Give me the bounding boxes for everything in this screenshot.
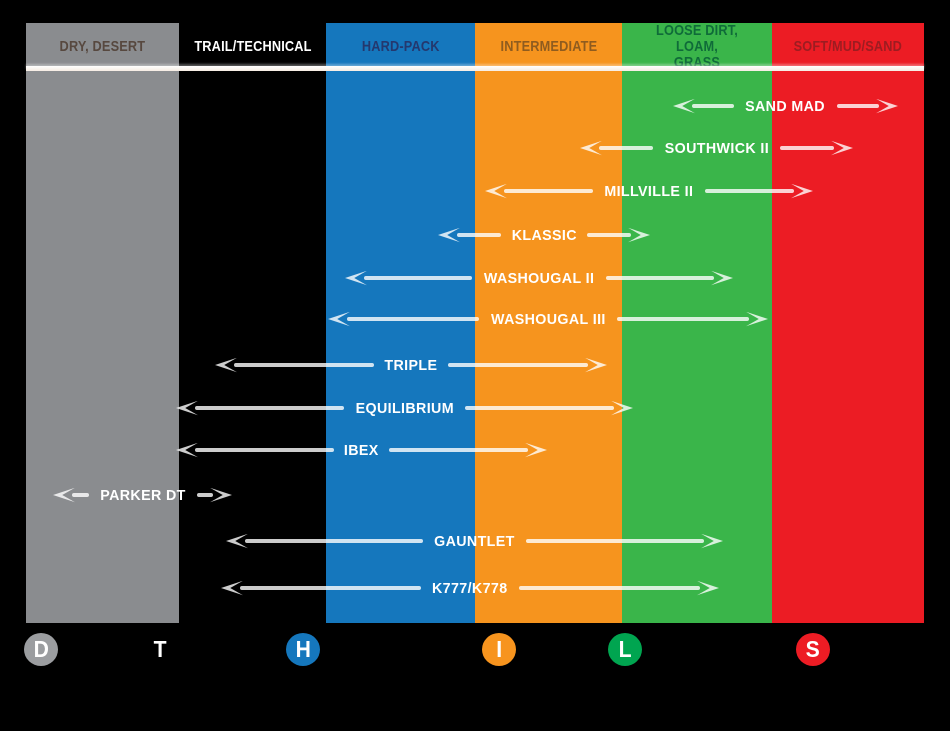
column-header-hard-pack: HARD-PACK (326, 23, 475, 71)
tire-name-label: SAND MAD (745, 97, 826, 115)
arrow-right-icon (628, 227, 651, 243)
arrow-right-icon (697, 580, 719, 596)
tire-name-label: PARKER DT (99, 486, 186, 504)
terrain-badge-l: L (608, 633, 642, 666)
arrow-line (234, 363, 375, 367)
terrain-badge-s: S (796, 633, 830, 666)
column-header-loose-dirt-loam-grass: LOOSE DIRT, LOAM, GRASS (622, 23, 772, 71)
column-header-label: DRY, DESERT (59, 38, 146, 56)
tire-row-gauntlet: GAUNTLET (226, 528, 724, 554)
arrow-line (72, 493, 89, 497)
arrow-line (195, 406, 344, 410)
header-divider-line (26, 66, 924, 71)
badge-letter: T (153, 636, 167, 662)
badge-letter: L (618, 636, 632, 662)
column-header-trail-technical: TRAIL/TECHNICAL (179, 23, 326, 71)
arrow-right-icon (701, 533, 724, 549)
column-trail-technical: TRAIL/TECHNICAL (179, 23, 326, 623)
tire-name-label: SOUTHWICK II (664, 139, 769, 157)
arrow-line (195, 448, 335, 452)
arrow-line (465, 406, 615, 410)
column-header-soft-mud-sand: SOFT/MUD/SAND (772, 23, 924, 71)
tire-row-washougal-iii: WASHOUGAL III (328, 306, 769, 332)
arrow-line (525, 539, 705, 543)
arrow-line (347, 317, 479, 321)
tire-row-southwick-ii: SOUTHWICK II (580, 135, 854, 161)
arrow-right-icon (585, 357, 607, 373)
arrow-line (692, 104, 735, 108)
arrow-line (457, 233, 501, 237)
arrow-line (245, 539, 424, 543)
arrow-line (240, 586, 422, 590)
column-intermediate: INTERMEDIATE (475, 23, 622, 623)
badge-letter: H (295, 636, 311, 662)
arrow-line (447, 363, 588, 367)
arrow-right-icon (711, 270, 734, 286)
arrow-line (704, 189, 794, 193)
tire-name-label: KLASSIC (511, 226, 577, 244)
tire-name-label: TRIPLE (384, 356, 438, 374)
arrow-right-icon (525, 442, 547, 458)
arrow-line (617, 317, 750, 321)
column-header-label: TRAIL/TECHNICAL (193, 38, 312, 56)
tire-name-label: EQUILIBRIUM (355, 399, 454, 417)
arrow-line (587, 233, 632, 237)
tire-name-label: WASHOUGAL II (483, 269, 595, 287)
column-header-label: INTERMEDIATE (500, 38, 597, 56)
arrow-line (606, 276, 715, 280)
tire-name-label: MILLVILLE II (604, 182, 694, 200)
tire-row-washougal-ii: WASHOUGAL II (345, 265, 734, 291)
terrain-badge-t: T (143, 633, 177, 666)
tire-row-klassic: KLASSIC (438, 222, 651, 248)
column-header-label: LOOSE DIRT, LOAM, GRASS (656, 22, 738, 71)
arrow-right-icon (746, 311, 769, 327)
tire-row-parker-dt: PARKER DT (53, 482, 232, 508)
terrain-badge-d: D (24, 633, 58, 666)
tire-name-label: IBEX (344, 441, 379, 459)
arrow-line (518, 586, 700, 590)
arrow-right-icon (831, 140, 854, 156)
arrow-right-icon (210, 487, 232, 503)
column-dry-desert: DRY, DESERT (26, 23, 179, 623)
arrow-line (196, 493, 213, 497)
arrow-line (504, 189, 594, 193)
column-header-label: SOFT/MUD/SAND (793, 38, 903, 56)
column-loose-dirt-loam-grass: LOOSE DIRT, LOAM, GRASS (622, 23, 772, 623)
column-header-label: HARD-PACK (361, 38, 440, 56)
arrow-line (836, 104, 879, 108)
arrow-right-icon (876, 98, 898, 114)
arrow-right-icon (611, 400, 634, 416)
column-soft-mud-sand: SOFT/MUD/SAND (772, 23, 924, 623)
badge-letter: S (805, 636, 821, 662)
arrow-right-icon (791, 183, 813, 199)
tire-name-label: GAUNTLET (434, 532, 515, 550)
badge-letter: D (33, 636, 49, 662)
column-header-dry-desert: DRY, DESERT (26, 23, 179, 71)
tire-name-label: K777/K778 (432, 579, 508, 597)
tire-row-k777-k778: K777/K778 (221, 575, 719, 601)
column-hard-pack: HARD-PACK (326, 23, 475, 623)
column-header-intermediate: INTERMEDIATE (475, 23, 622, 71)
tire-row-triple: TRIPLE (215, 352, 607, 378)
tire-row-sand-mad: SAND MAD (673, 93, 898, 119)
arrow-line (599, 146, 653, 150)
tire-row-equilibrium: EQUILIBRIUM (176, 395, 634, 421)
tire-row-ibex: IBEX (176, 437, 547, 463)
badge-letter: I (496, 636, 502, 662)
tire-row-millville-ii: MILLVILLE II (485, 178, 813, 204)
arrow-line (388, 448, 528, 452)
arrow-line (780, 146, 835, 150)
arrow-line (364, 276, 472, 280)
terrain-badge-i: I (482, 633, 516, 666)
tire-name-label: WASHOUGAL III (490, 310, 606, 328)
terrain-badge-h: H (286, 633, 320, 666)
